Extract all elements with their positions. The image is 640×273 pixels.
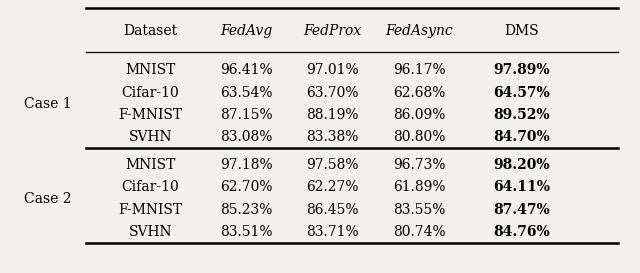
Text: F-MNIST: F-MNIST	[118, 108, 182, 122]
Text: 86.09%: 86.09%	[393, 108, 445, 122]
Text: 97.89%: 97.89%	[493, 63, 550, 77]
Text: 96.17%: 96.17%	[393, 63, 445, 77]
Text: 64.11%: 64.11%	[493, 180, 550, 194]
Text: 96.73%: 96.73%	[393, 158, 445, 172]
Text: 83.51%: 83.51%	[220, 225, 273, 239]
Text: 97.01%: 97.01%	[307, 63, 359, 77]
Text: 89.52%: 89.52%	[493, 108, 550, 122]
Text: F-MNIST: F-MNIST	[118, 203, 182, 217]
Text: 62.70%: 62.70%	[220, 180, 273, 194]
Text: 83.55%: 83.55%	[393, 203, 445, 217]
Text: 63.54%: 63.54%	[220, 85, 273, 100]
Text: FedProx: FedProx	[303, 24, 362, 38]
Text: Case 1: Case 1	[24, 97, 72, 111]
Text: 64.57%: 64.57%	[493, 85, 550, 100]
Text: Cifar-10: Cifar-10	[122, 85, 179, 100]
Text: SVHN: SVHN	[129, 225, 172, 239]
Text: 62.27%: 62.27%	[307, 180, 359, 194]
Text: Dataset: Dataset	[124, 24, 177, 38]
Text: 96.41%: 96.41%	[220, 63, 273, 77]
Text: Case 2: Case 2	[24, 192, 72, 206]
Text: Cifar-10: Cifar-10	[122, 180, 179, 194]
Text: 63.70%: 63.70%	[307, 85, 359, 100]
Text: 84.70%: 84.70%	[493, 130, 550, 144]
Text: 88.19%: 88.19%	[307, 108, 359, 122]
Text: 86.45%: 86.45%	[307, 203, 359, 217]
Text: MNIST: MNIST	[125, 63, 175, 77]
Text: 87.15%: 87.15%	[220, 108, 273, 122]
Text: DMS: DMS	[504, 24, 539, 38]
Text: 97.58%: 97.58%	[307, 158, 359, 172]
Text: SVHN: SVHN	[129, 130, 172, 144]
Text: FedAvg: FedAvg	[220, 24, 273, 38]
Text: FedAsync: FedAsync	[385, 24, 453, 38]
Text: MNIST: MNIST	[125, 158, 175, 172]
Text: 62.68%: 62.68%	[393, 85, 445, 100]
Text: 80.80%: 80.80%	[393, 130, 445, 144]
Text: 98.20%: 98.20%	[493, 158, 550, 172]
Text: 83.38%: 83.38%	[307, 130, 359, 144]
Text: 84.76%: 84.76%	[493, 225, 550, 239]
Text: 83.71%: 83.71%	[307, 225, 359, 239]
Text: 61.89%: 61.89%	[393, 180, 445, 194]
Text: 87.47%: 87.47%	[493, 203, 550, 217]
Text: 80.74%: 80.74%	[393, 225, 445, 239]
Text: 83.08%: 83.08%	[220, 130, 273, 144]
Text: 85.23%: 85.23%	[220, 203, 273, 217]
Text: 97.18%: 97.18%	[220, 158, 273, 172]
